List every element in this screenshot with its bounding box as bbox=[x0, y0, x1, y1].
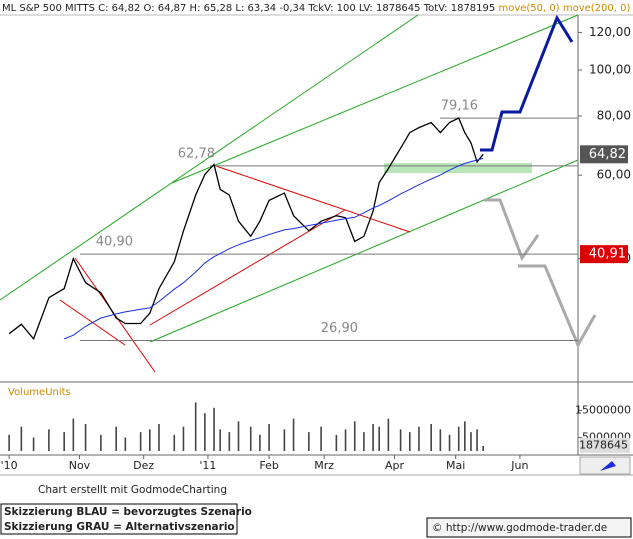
volume-bar bbox=[115, 426, 117, 451]
note-box bbox=[0, 503, 238, 535]
volume-bar bbox=[363, 432, 365, 451]
volume-bar bbox=[194, 402, 197, 451]
x-tick-label: '10 bbox=[1, 459, 18, 472]
volume-bar bbox=[408, 432, 411, 451]
volume-bar bbox=[387, 418, 390, 451]
note-grey: Skizzierung GRAU = Alternativszenario bbox=[4, 521, 235, 533]
source-box bbox=[426, 517, 632, 538]
volume-bar bbox=[124, 437, 127, 451]
volume-last-label: 1878645 bbox=[579, 438, 628, 451]
x-tick-label: Feb bbox=[259, 459, 278, 472]
volume-bar bbox=[268, 424, 270, 451]
volume-bar bbox=[335, 434, 338, 451]
tool-icon bbox=[600, 461, 616, 471]
scenario-blue bbox=[480, 14, 574, 152]
marker-box bbox=[580, 245, 628, 264]
legend-entry: move(50, 0) bbox=[498, 3, 559, 14]
y-tick-label: 100,00 bbox=[589, 62, 631, 76]
volume-bar bbox=[430, 424, 432, 451]
volume-label: VolumeUnits bbox=[8, 387, 71, 398]
trend-line bbox=[171, 14, 579, 184]
volume-bar bbox=[353, 421, 356, 451]
legend-entry: move(200, 0) bbox=[563, 3, 631, 14]
volume-bar bbox=[439, 429, 442, 451]
volume-last-box bbox=[580, 437, 630, 453]
y-tick-label: 120,00 bbox=[589, 25, 631, 39]
trend-line bbox=[212, 164, 411, 233]
y-tick-label: 60,00 bbox=[597, 168, 631, 182]
volume-bar bbox=[476, 429, 478, 451]
tool-button[interactable] bbox=[579, 456, 631, 475]
level-label: 79,16 bbox=[441, 99, 478, 114]
volume-bar bbox=[32, 437, 35, 451]
volume-bar bbox=[237, 421, 240, 451]
volume-bar bbox=[139, 432, 142, 451]
volume-bar bbox=[448, 434, 451, 451]
scenario-grey bbox=[484, 198, 540, 262]
subtitle: C: 64,82 O: 64,87 H: 65,28 L: 63,34 -0,3… bbox=[98, 3, 495, 14]
x-tick-label: '11 bbox=[199, 459, 216, 472]
volume-bar bbox=[63, 432, 65, 451]
volume-bar bbox=[292, 418, 295, 451]
last-price-box bbox=[580, 145, 628, 164]
trend-line bbox=[149, 159, 579, 343]
volume-bar bbox=[308, 432, 310, 451]
marker-label: 40,91 bbox=[589, 247, 626, 262]
volume-bar bbox=[182, 426, 185, 451]
trend-line bbox=[0, 14, 419, 301]
volume-bar bbox=[320, 426, 322, 451]
credit: Chart erstellt mit GodmodeCharting bbox=[38, 484, 227, 496]
x-tick-label: Mai bbox=[446, 459, 465, 472]
volume-bar bbox=[158, 424, 160, 451]
volume-bar bbox=[204, 413, 206, 451]
moving-average bbox=[64, 157, 484, 340]
volume-bar bbox=[8, 434, 10, 451]
volume-bar bbox=[464, 421, 466, 451]
y-tick-label: 80,00 bbox=[597, 108, 631, 122]
volume-bar bbox=[457, 426, 460, 451]
volume-bar bbox=[228, 432, 231, 451]
volume-bar bbox=[378, 426, 380, 451]
note-blue: Skizzierung BLAU = bevorzugtes Szenario bbox=[4, 506, 252, 518]
volume-bar bbox=[20, 426, 23, 451]
x-tick-label: Dez bbox=[133, 459, 154, 472]
support-zone bbox=[384, 163, 532, 173]
level-label: 40,90 bbox=[96, 235, 133, 250]
x-tick-label: Mrz bbox=[314, 459, 334, 472]
title: ML S&P 500 MITTS bbox=[2, 3, 95, 14]
price-line bbox=[8, 117, 484, 341]
volume-bar bbox=[283, 429, 286, 451]
volume-bar bbox=[219, 429, 221, 451]
level-label: 26,90 bbox=[321, 321, 358, 336]
x-tick-label: Apr bbox=[385, 459, 405, 472]
scenario-grey bbox=[518, 264, 597, 349]
volume-bar bbox=[482, 445, 484, 451]
volume-bar bbox=[213, 407, 215, 451]
volume-bar bbox=[173, 434, 176, 451]
last-price-label: 64,82 bbox=[589, 147, 626, 162]
volume-tick-label: 15000000 bbox=[575, 404, 631, 417]
volume-bar bbox=[259, 434, 261, 451]
volume-bar bbox=[149, 429, 151, 451]
volume-bar bbox=[372, 424, 374, 451]
header: ML S&P 500 MITTS C: 64,82 O: 64,87 H: 65… bbox=[2, 3, 630, 14]
x-tick-label: Nov bbox=[69, 459, 91, 472]
volume-bar bbox=[418, 426, 420, 451]
volume-bar bbox=[72, 418, 75, 451]
level-label: 62,78 bbox=[178, 146, 215, 161]
volume-bar bbox=[48, 429, 50, 451]
volume-bar bbox=[344, 429, 347, 451]
trend-line bbox=[149, 209, 346, 326]
x-tick-label: Jun bbox=[510, 459, 528, 472]
source[interactable]: © http://www.godmode-trader.de bbox=[432, 522, 607, 534]
volume-bar bbox=[100, 434, 102, 451]
volume-bar bbox=[84, 424, 87, 451]
volume-bar bbox=[399, 429, 402, 451]
volume-bar bbox=[249, 426, 252, 451]
volume-bar bbox=[470, 432, 472, 451]
